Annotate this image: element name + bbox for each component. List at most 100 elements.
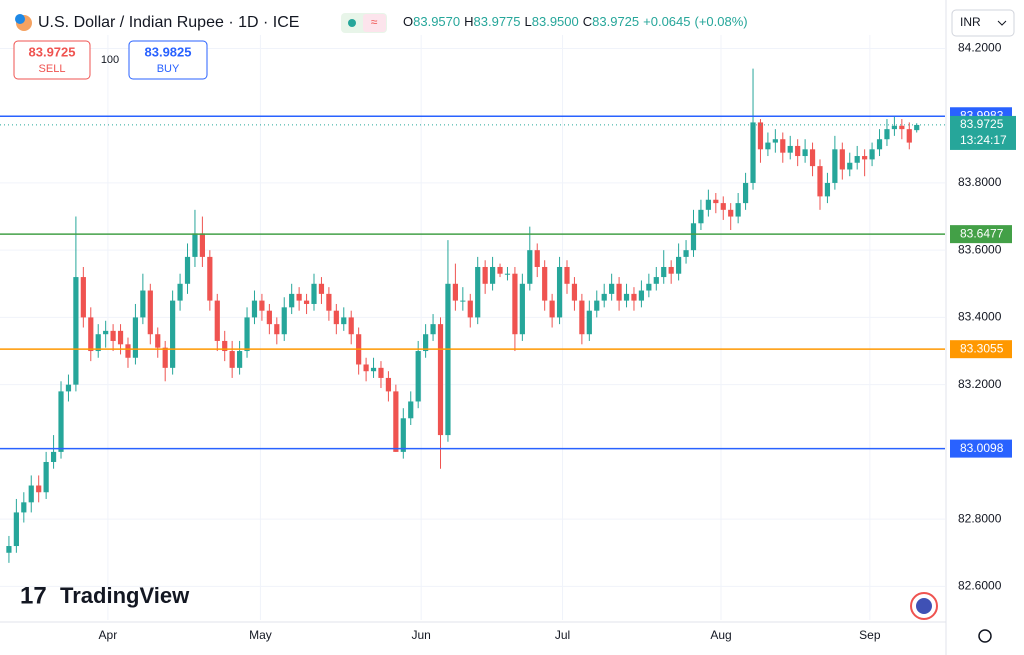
candle-body [467,300,473,318]
buy-label: BUY [157,63,180,75]
candle-body [117,330,124,345]
ohlc-header: O83.9570 H83.9775 L83.9500 C83.9725 +0.0645 (… [403,14,748,29]
delay-badge [363,14,386,32]
level-label: 83.6477 [960,226,1004,240]
candle-body [899,125,905,130]
candle-body [177,283,183,301]
candle-body [110,330,116,341]
candle-body [862,156,868,160]
candle-body [73,277,79,385]
candle-body [80,277,86,318]
candle-body [847,162,853,170]
candle-body [906,129,912,143]
settings-icon[interactable] [978,629,992,643]
candle-body [742,182,749,204]
plot [0,35,945,620]
candle-body [460,300,466,302]
ohlc-field: 83.9500 [532,14,579,29]
candle-body [713,199,719,204]
candle-body [832,149,838,183]
candle-body [475,266,481,318]
candle-body [58,391,64,452]
candle-body [281,307,287,335]
candle-body [222,340,228,352]
candle-body [824,182,831,197]
candle-body [207,256,213,301]
candle-body [653,277,659,284]
candle-body [408,401,414,419]
buy-button[interactable] [128,40,208,80]
y-tick-label: 84.2000 [958,41,1002,55]
candle-body [556,266,563,318]
y-tick-label: 83.2000 [958,377,1002,391]
x-tick-label: May [249,628,272,642]
candle-body [430,324,436,335]
candle-body [266,310,272,325]
last-price-label: 83.9725 [960,117,1004,131]
buy-price: 83.9825 [145,44,192,59]
candle-body [385,377,392,392]
candle-body [88,317,94,352]
candle-body [125,344,131,358]
candle-body [423,334,429,352]
candle-body [348,317,354,335]
candle-body [452,283,458,301]
candle-body [616,283,622,301]
candle-body [787,145,793,153]
candle-body [594,300,600,311]
sell-price: 83.9725 [29,44,76,59]
candle-body [333,310,339,325]
candle-body [638,290,645,301]
candle-body [251,300,258,318]
candle-body [534,250,540,267]
candle-body [676,256,682,274]
symbol-icon [15,14,25,24]
candle-body [296,293,302,301]
candle-body [802,149,808,157]
market-open-dot [348,19,356,27]
level-label-bg [950,439,1012,458]
candle-body [482,266,488,284]
level-label: 83.3055 [960,341,1004,355]
candle-body [668,266,674,274]
candle-body [36,485,42,493]
candle-body [437,324,444,436]
candle-body [809,149,816,167]
ohlc-field: 83.9570 [413,14,460,29]
candle-body [876,139,883,150]
candle-body [65,384,72,392]
candle-body [341,317,347,325]
candle-body [184,256,191,284]
ohlc-field: H [464,14,473,29]
candle-body [750,122,756,183]
candle-body [147,290,153,335]
y-tick-label: 83.4000 [958,310,1002,324]
candle-body [757,122,764,150]
events-icon [916,598,932,614]
y-tick-label: 82.8000 [958,511,1002,525]
candle-body [780,139,786,153]
ohlc-field: 83.9725 [592,14,639,29]
candle-body [549,300,555,318]
candle-body [244,317,250,352]
ohlc-field: 83.9775 [474,14,521,29]
candle-body [95,334,101,352]
symbol-title: U.S. Dollar / Indian Rupee · 1D · ICE [38,14,299,31]
candle-body [497,266,503,274]
candle-body [527,250,533,284]
currency-button[interactable] [951,9,1015,37]
candle-body [542,266,548,301]
candle-body [698,209,704,224]
candle-body [795,145,801,157]
candle-body [415,351,421,402]
candle-body [13,512,19,547]
watermark: TradingView [60,583,190,608]
y-tick-label: 83.6000 [958,242,1002,256]
level-label: 83.0098 [960,441,1004,455]
currency: INR [960,15,981,29]
candle-body [489,266,496,284]
sell-button[interactable] [13,40,91,80]
level-label-bg [950,225,1012,244]
